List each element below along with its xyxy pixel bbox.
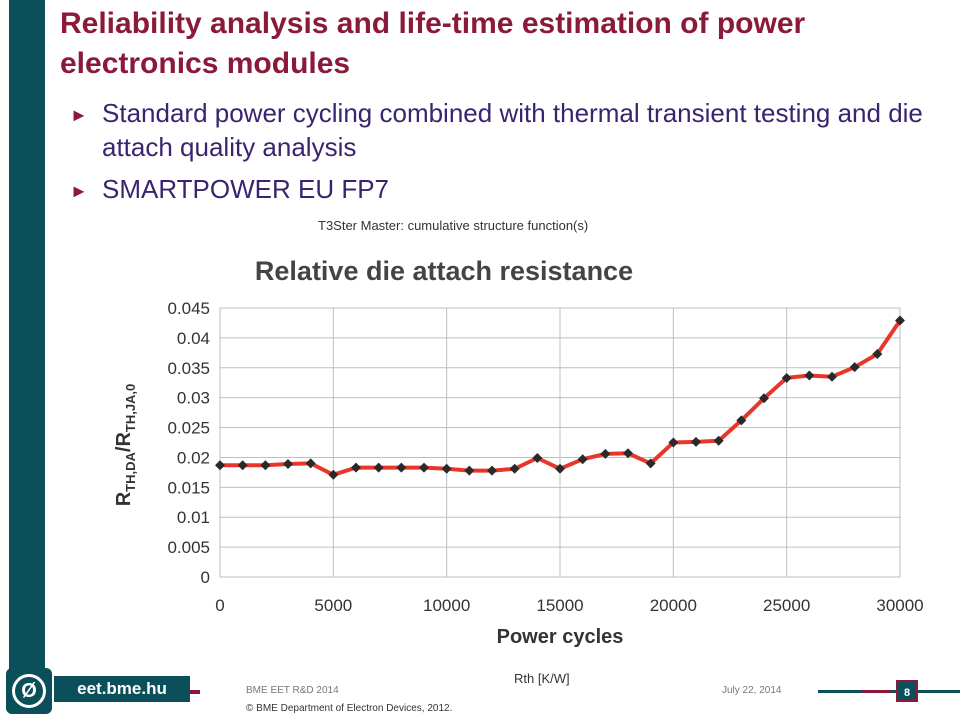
y-tick-label: 0.03 <box>177 389 210 408</box>
y-tick-label: 0.02 <box>177 448 210 467</box>
data-point-marker <box>736 415 747 426</box>
bullet-item: ► Standard power cycling combined with t… <box>70 96 930 164</box>
y-label-sub1: TH,DA <box>123 452 138 492</box>
die-attach-chart: T3Ster Master: cumulative structure func… <box>113 218 924 686</box>
bullet-item: ► SMARTPOWER EU FP7 <box>70 172 930 208</box>
x-axis-ticks: 0 5000 10000 15000 20000 25000 30000 <box>215 596 923 615</box>
data-point-marker <box>713 435 724 446</box>
y-tick-label: 0.01 <box>177 508 210 527</box>
data-point-marker <box>645 458 656 469</box>
data-point-marker <box>623 448 633 459</box>
data-point-marker <box>305 458 316 469</box>
y-axis-label: RTH,DA/RTH,JA,0 <box>113 384 138 507</box>
data-point-marker <box>487 465 497 476</box>
footer-divider <box>190 690 200 694</box>
data-point-marker <box>328 469 339 480</box>
footer-event: BME EET R&D 2014 <box>246 685 339 696</box>
bullet-arrow-icon: ► <box>70 181 88 201</box>
logo-mark-icon: Ø <box>12 674 46 708</box>
slide-title: Reliability analysis and life-time estim… <box>60 7 806 80</box>
y-tick-label: 0.045 <box>167 299 210 318</box>
data-point-marker <box>555 463 565 474</box>
y-axis-ticks: 0 0.005 0.01 0.015 0.02 0.025 0.03 0.035 0.04 0.0… <box>167 299 210 587</box>
y-label-slash: /R <box>113 432 135 453</box>
data-point-marker <box>895 315 905 326</box>
bme-logo: Ø <box>6 668 52 714</box>
data-point-marker <box>600 448 611 459</box>
data-point-marker <box>804 370 815 381</box>
data-point-marker <box>759 393 769 404</box>
footer-date: July 22, 2014 <box>722 685 782 696</box>
data-point-marker <box>396 462 407 473</box>
bullet-text: Standard power cycling combined with the… <box>102 98 923 162</box>
data-point-marker <box>577 454 588 465</box>
y-tick-label: 0.04 <box>177 329 210 348</box>
x-tick-label: 30000 <box>876 596 923 615</box>
bottom-axis-label: Rth [K/W] <box>514 671 570 686</box>
data-point-marker <box>781 372 792 383</box>
data-point-marker <box>419 462 429 473</box>
series-markers <box>215 315 905 480</box>
data-point-marker <box>215 460 225 471</box>
data-point-marker <box>373 462 384 473</box>
x-tick-label: 15000 <box>536 596 583 615</box>
x-tick-label: 20000 <box>650 596 697 615</box>
y-tick-label: 0.005 <box>167 538 210 557</box>
data-point-marker <box>849 362 860 373</box>
x-tick-label: 10000 <box>423 596 470 615</box>
data-point-marker <box>827 371 837 382</box>
y-label-main: R <box>113 491 135 506</box>
data-point-marker <box>237 460 248 471</box>
data-point-marker <box>668 437 679 448</box>
chart-overlay-title: T3Ster Master: cumulative structure func… <box>318 218 588 233</box>
data-point-marker <box>283 459 293 470</box>
x-tick-label: 25000 <box>763 596 810 615</box>
x-tick-label: 5000 <box>314 596 352 615</box>
data-point-marker <box>872 349 883 360</box>
footer-site-link[interactable]: eet.bme.hu <box>54 676 190 702</box>
data-point-marker <box>260 460 271 471</box>
left-accent-bar <box>9 0 45 700</box>
y-tick-label: 0 <box>201 568 210 587</box>
y-label-sub2: TH,JA,0 <box>123 384 138 432</box>
x-axis-label: Power cycles <box>497 626 624 648</box>
page-number: 8 <box>896 680 918 702</box>
bullet-arrow-icon: ► <box>70 105 88 125</box>
data-point-marker <box>532 453 543 464</box>
y-tick-label: 0.025 <box>167 419 210 438</box>
data-point-marker <box>464 465 475 476</box>
data-point-marker <box>351 462 361 473</box>
bullet-text: SMARTPOWER EU FP7 <box>102 174 390 204</box>
chart-container: T3Ster Master: cumulative structure func… <box>100 205 940 695</box>
data-point-marker <box>441 463 452 474</box>
data-point-marker <box>691 436 701 447</box>
chart-grid <box>219 307 901 578</box>
copyright-text: © BME Department of Electron Devices, 20… <box>246 703 453 714</box>
chart-title: Relative die attach resistance <box>255 256 633 286</box>
footer-rule-accent <box>862 690 892 693</box>
y-tick-label: 0.035 <box>167 359 210 378</box>
y-tick-label: 0.015 <box>167 478 210 497</box>
bullet-list: ► Standard power cycling combined with t… <box>70 96 930 216</box>
x-tick-label: 0 <box>215 596 224 615</box>
